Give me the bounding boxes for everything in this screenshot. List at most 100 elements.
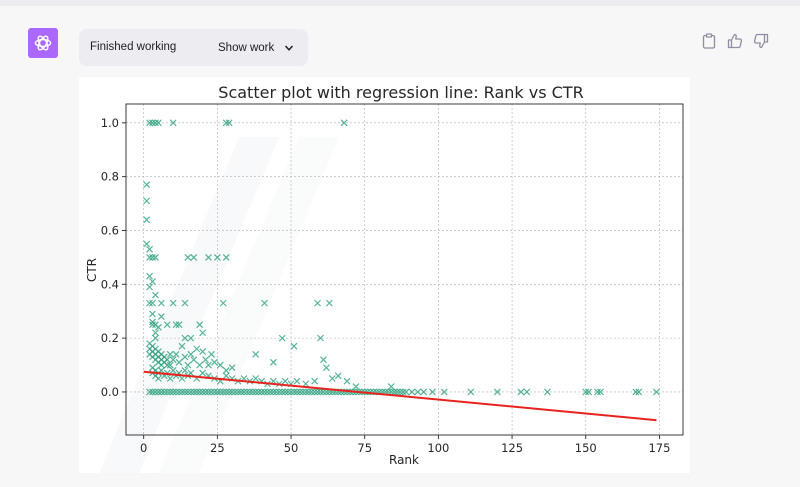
data-point-marker (246, 388, 254, 396)
data-point-marker (163, 361, 171, 369)
data-point-marker (190, 253, 198, 261)
data-point-marker (169, 366, 177, 374)
data-point-marker (252, 388, 260, 396)
data-point-marker (322, 364, 330, 372)
work-status-panel: Finished working Show work (79, 29, 308, 66)
data-point-marker (523, 388, 531, 396)
chart-title: Scatter plot with regression line: Rank … (218, 83, 583, 102)
x-tick-label: 75 (357, 441, 372, 455)
data-point-marker (143, 240, 151, 248)
data-point-marker (181, 366, 189, 374)
data-point-marker (181, 299, 189, 307)
data-point-marker (190, 388, 198, 396)
data-point-marker (160, 388, 168, 396)
data-point-marker (146, 283, 154, 291)
x-tick-label: 25 (210, 441, 225, 455)
data-point-marker (269, 388, 277, 396)
y-tick-label: 0.8 (101, 170, 119, 184)
y-axis-label: CTR (85, 258, 99, 282)
data-point-marker (317, 334, 324, 342)
data-point-marker (290, 342, 298, 350)
data-point-marker (222, 366, 230, 374)
data-point-marker (175, 388, 183, 396)
data-point-marker (154, 119, 162, 127)
data-point-marker (393, 388, 401, 396)
data-point-marker (334, 372, 342, 380)
grid-lines (126, 104, 683, 435)
chevron-down-icon (285, 45, 294, 51)
data-point-marker (154, 375, 162, 382)
y-tick-label: 1.0 (101, 116, 119, 130)
data-point-marker (402, 388, 410, 396)
data-point-marker (653, 388, 660, 396)
data-point-marker (172, 388, 180, 396)
data-point-marker (169, 388, 177, 396)
data-point-marker (157, 388, 165, 396)
data-point-marker (517, 388, 525, 396)
dislike-button[interactable] (752, 32, 770, 50)
data-point-marker (420, 388, 428, 396)
data-point-marker (467, 388, 475, 396)
data-point-marker (205, 361, 212, 369)
data-point-marker (287, 388, 295, 396)
data-point-marker (293, 388, 301, 396)
data-point-marker (352, 383, 360, 390)
data-point-marker (231, 388, 239, 396)
x-tick-label: 175 (648, 441, 670, 455)
data-point-marker (219, 299, 227, 307)
show-work-button[interactable]: Show work (218, 39, 294, 57)
data-point-marker (399, 388, 407, 396)
data-point-marker (193, 388, 201, 396)
data-point-marker (252, 375, 260, 382)
data-point-marker (544, 388, 551, 396)
data-point-marker (193, 345, 201, 353)
data-point-marker (222, 372, 230, 380)
data-point-marker (228, 364, 236, 372)
data-point-marker (632, 388, 640, 396)
data-point-marker (408, 388, 416, 396)
data-point-marker (281, 388, 289, 396)
data-point-marker (184, 388, 192, 396)
data-point-marker (210, 388, 218, 396)
data-point-marker (146, 299, 154, 307)
data-point-marker (152, 329, 159, 337)
x-tick-label: 100 (427, 441, 449, 455)
data-point-marker (157, 313, 165, 321)
data-point-marker (199, 348, 207, 356)
data-point-marker (493, 388, 501, 396)
data-point-marker (302, 380, 310, 388)
data-point-marker (252, 350, 260, 358)
data-point-marker (296, 388, 304, 396)
data-point-marker (594, 388, 601, 396)
data-point-marker (272, 388, 280, 396)
data-point-marker (222, 253, 230, 261)
plot-frame (125, 103, 684, 436)
data-point-marker (199, 388, 207, 396)
data-point-marker (166, 375, 174, 382)
data-point-marker (314, 299, 321, 307)
data-point-marker (320, 388, 327, 396)
data-point-marker (210, 358, 218, 366)
data-point-marker (184, 361, 192, 369)
data-point-marker (163, 388, 171, 396)
data-point-marker (187, 334, 195, 342)
show-work-label: Show work (218, 42, 275, 54)
data-point-marker (208, 388, 215, 396)
y-tick-label: 0.4 (101, 277, 119, 291)
x-tick-label: 125 (501, 441, 523, 455)
data-point-marker (181, 353, 189, 361)
like-button[interactable] (726, 32, 744, 50)
data-point-marker (199, 329, 207, 337)
data-point-marker (196, 361, 204, 369)
y-axis: 0.0 0.2 0.4 0.6 0.8 1.0 (101, 116, 126, 399)
data-point-marker (172, 350, 180, 358)
x-axis: 0 25 50 75 100 125 150 175 (140, 435, 670, 455)
data-point-marker (181, 388, 189, 396)
data-point-marker (328, 375, 336, 382)
status-label: Finished working (90, 41, 177, 53)
data-point-marker (163, 321, 171, 329)
data-point-marker (146, 253, 154, 261)
data-point-marker (387, 383, 395, 390)
copy-button[interactable] (700, 32, 718, 50)
data-point-marker (302, 388, 310, 396)
